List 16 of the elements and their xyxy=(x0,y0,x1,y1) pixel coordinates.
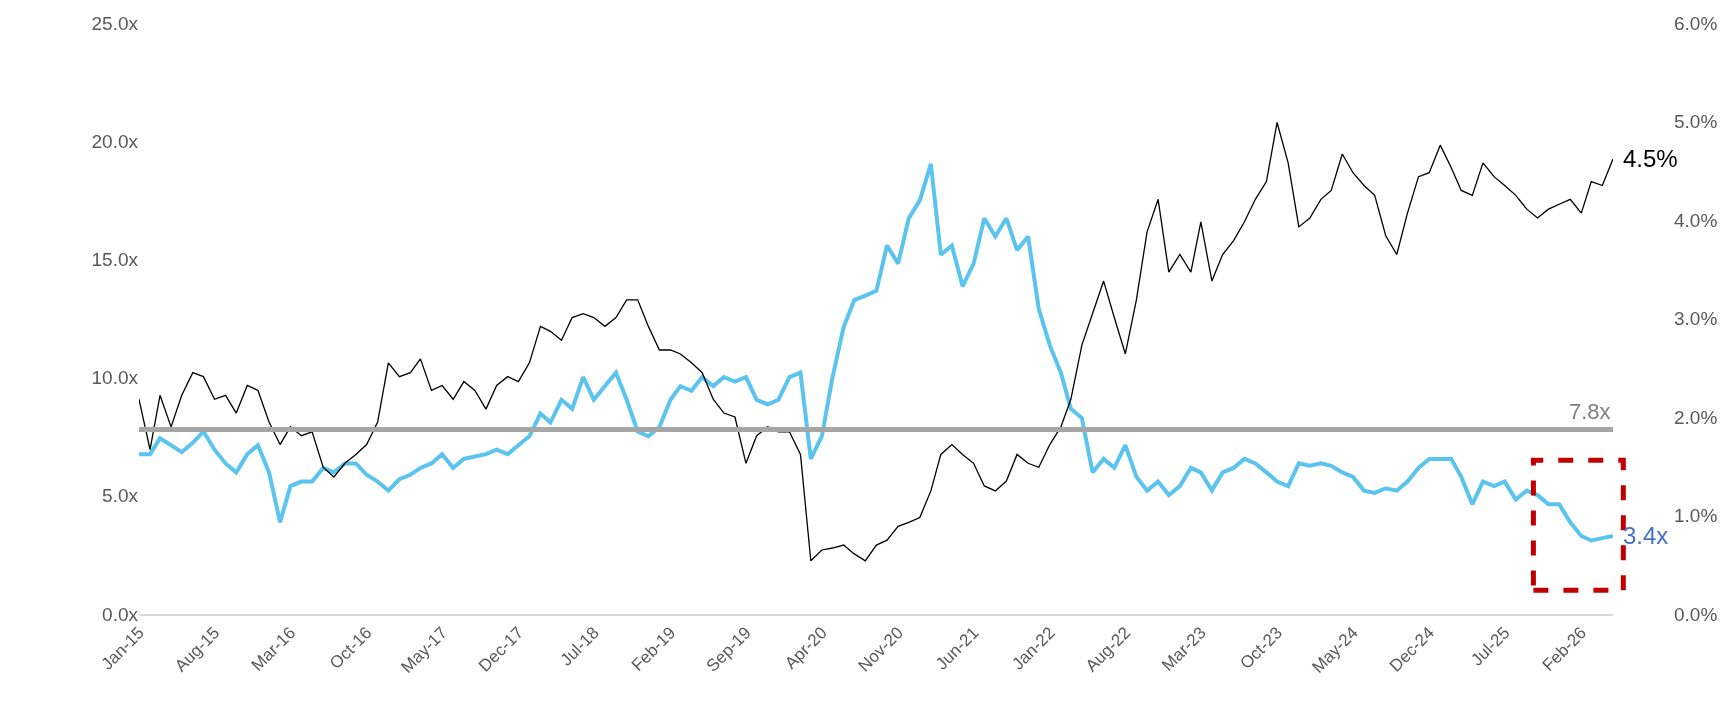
y-tick-label: 5.0x xyxy=(102,485,139,507)
text: 4.5% xyxy=(1623,145,1678,172)
y2-tick-label: 6.0% xyxy=(1674,12,1718,34)
text: 3.4x xyxy=(1623,522,1669,549)
y-tick-label: 10.0x xyxy=(91,367,139,389)
y2-tick-label: 2.0% xyxy=(1674,406,1718,428)
y2-tick-label: 4.0% xyxy=(1674,209,1718,231)
ref-line-label: 7.8x xyxy=(1569,399,1611,424)
y-tick-label: 25.0x xyxy=(91,12,139,34)
y-tick-label: 0.0x xyxy=(102,603,139,625)
y2-tick-label: 0.0% xyxy=(1674,603,1718,625)
y2-tick-label: 5.0% xyxy=(1674,111,1718,133)
y-tick-label: 15.0x xyxy=(91,249,139,271)
y2-tick-label: 1.0% xyxy=(1674,505,1718,527)
y2-tick-label: 3.0% xyxy=(1674,308,1718,330)
y-tick-label: 20.0x xyxy=(91,130,139,152)
